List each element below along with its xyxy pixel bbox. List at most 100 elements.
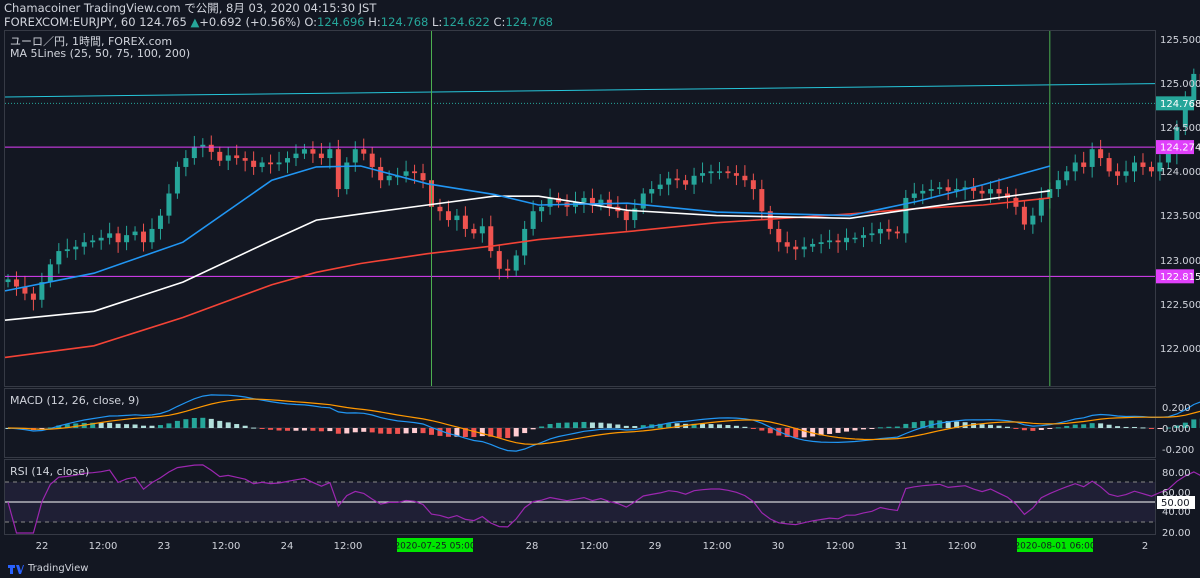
macd-histogram-bar — [937, 420, 943, 428]
macd-histogram-bar — [225, 422, 231, 428]
macd-histogram-bar — [530, 428, 536, 430]
macd-histogram-bar — [1123, 426, 1129, 428]
macd-histogram-bar — [403, 428, 409, 434]
candle-body — [471, 228, 477, 234]
rsi-title: RSI (14, close) — [10, 465, 89, 478]
candle-body — [64, 249, 70, 252]
macd-histogram-bar — [420, 428, 426, 434]
macd-histogram-bar — [191, 417, 197, 428]
candle-body — [310, 149, 316, 154]
legend-line-2: MA 5Lines (25, 50, 75, 100, 200) — [10, 47, 190, 60]
candle-body — [276, 162, 282, 165]
rsi-tick: 20.00 — [1162, 528, 1191, 539]
close-value: 124.768 — [505, 15, 553, 29]
candle-body — [1064, 171, 1070, 181]
macd-histogram-bar — [251, 427, 257, 429]
candle-body — [217, 151, 223, 161]
rsi-value-label: 50.00 — [1161, 498, 1190, 509]
watermark-label: TradingView — [28, 563, 89, 574]
tradingview-watermark[interactable]: TradingView — [8, 563, 88, 574]
macd-histogram-bar — [1174, 425, 1180, 428]
candle-body — [869, 233, 875, 236]
macd-histogram-bar — [962, 422, 968, 428]
rsi-tick: 80.00 — [1162, 468, 1191, 479]
candle-body — [700, 173, 706, 176]
price-tick: 124.000 — [1160, 167, 1200, 178]
macd-signal-line — [7, 398, 1200, 445]
macd-histogram-bar — [124, 424, 130, 428]
candle-body — [268, 162, 274, 165]
symbol-name: FOREXCOM:EURJPY, 60 — [4, 15, 136, 29]
candle-body — [818, 242, 824, 244]
macd-histogram-bar — [589, 422, 595, 428]
macd-histogram-bar — [1140, 427, 1146, 429]
macd-histogram-bar — [107, 422, 113, 428]
candle-body — [581, 197, 587, 203]
macd-histogram-bar — [352, 428, 358, 433]
candle-body — [827, 240, 833, 243]
candle-body — [920, 190, 926, 194]
candle-body — [1182, 100, 1188, 128]
candle-body — [649, 189, 655, 194]
ma-red-line — [4, 197, 1051, 359]
macd-histogram-bar — [429, 428, 434, 435]
macd-histogram-bar — [581, 421, 587, 428]
macd-histogram-bar — [606, 423, 612, 428]
macd-histogram-bar — [877, 427, 883, 429]
price-change: +0.692 (+0.56%) — [199, 15, 301, 29]
macd-histogram-bar — [318, 428, 324, 432]
macd-histogram-bar — [149, 425, 155, 428]
price-axis[interactable]: 125.500 125.000 124.500 124.000 123.500 … — [1160, 35, 1200, 355]
candle-body — [30, 293, 36, 300]
candle-body — [683, 180, 689, 185]
macd-histogram-bar — [928, 420, 934, 428]
time-tick: 12:00 — [948, 541, 977, 552]
macd-histogram-bar — [750, 428, 756, 429]
macd-histogram-bar — [488, 428, 494, 437]
candle-body — [166, 193, 172, 216]
candle-body — [1132, 162, 1138, 172]
ma-blue-line — [4, 165, 1051, 292]
macd-histogram-bar — [115, 423, 121, 428]
macd-histogram-bar — [716, 424, 722, 428]
macd-histogram-bar — [1055, 427, 1061, 429]
price-tick: 123.500 — [1160, 211, 1200, 222]
price-pane-border — [4, 30, 1156, 387]
time-axis[interactable]: 22 12:00 23 12:00 24 12:00 28 12:00 29 1… — [36, 538, 1149, 552]
macd-histogram-bar — [166, 423, 172, 428]
macd-histogram-bar — [742, 426, 748, 428]
macd-histogram-bar — [344, 428, 350, 434]
candle-body — [1089, 149, 1095, 167]
candle-body — [640, 193, 646, 209]
macd-histogram-bar — [1064, 425, 1070, 428]
open-label: O: — [304, 15, 318, 29]
candle-body — [674, 178, 680, 181]
candle-body — [454, 215, 460, 221]
candle-body — [505, 268, 511, 271]
candle-body — [47, 264, 53, 283]
candle-body — [877, 228, 883, 234]
rsi-value-tag — [1157, 496, 1195, 509]
macd-histogram-bar — [310, 428, 316, 431]
candle-body — [73, 246, 79, 250]
macd-histogram-bar — [657, 423, 663, 428]
macd-histogram-bar — [361, 428, 367, 432]
macd-histogram-bar — [547, 424, 553, 428]
macd-histogram-bar — [505, 428, 511, 438]
candle-body — [1165, 153, 1171, 163]
macd-title: MACD (12, 26, close, 9) — [10, 394, 139, 407]
macd-histogram-bar — [1038, 428, 1044, 430]
macd-histogram-bar — [886, 426, 892, 428]
tradingview-logo-icon — [8, 564, 24, 574]
macd-histogram-bar — [217, 420, 223, 428]
candle-body — [22, 286, 28, 294]
macd-histogram-bar — [572, 422, 578, 428]
close-label: C: — [493, 15, 506, 29]
macd-histogram-bar — [615, 424, 621, 428]
macd-histogram-bar — [64, 424, 70, 428]
macd-histogram-bar — [183, 419, 189, 428]
time-tick: 12:00 — [580, 541, 609, 552]
macd-histogram-bar — [988, 424, 994, 428]
candle-body — [327, 149, 333, 159]
